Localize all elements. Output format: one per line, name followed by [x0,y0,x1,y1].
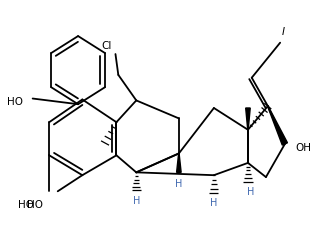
Polygon shape [176,154,181,173]
Text: HO: HO [26,199,43,209]
Text: H: H [133,195,140,205]
Polygon shape [267,107,287,146]
Text: HO: HO [7,97,23,107]
Text: H: H [210,198,218,208]
Text: HO: HO [18,199,34,209]
Text: H: H [247,186,254,196]
Text: H: H [175,178,183,188]
Polygon shape [246,109,250,130]
Text: Cl: Cl [102,41,112,51]
Text: OH: OH [295,142,311,152]
Text: I: I [281,26,285,37]
